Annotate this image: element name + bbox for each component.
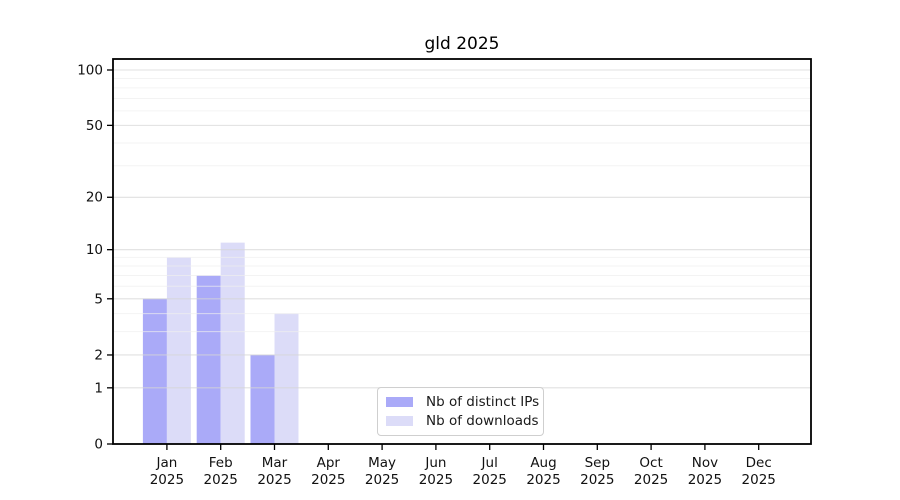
bar-nb-of-distinct-ips-mar-2025 xyxy=(250,354,275,444)
bar-nb-of-downloads-feb-2025 xyxy=(220,242,245,444)
bar-nb-of-distinct-ips-jan-2025 xyxy=(142,298,167,444)
y-tick-label-10: 10 xyxy=(86,242,103,258)
bar-nb-of-distinct-ips-feb-2025 xyxy=(196,275,221,444)
x-tick-label-feb-2025: Feb 2025 xyxy=(204,455,238,488)
chart-title: gld 2025 xyxy=(424,34,500,54)
y-tick-label-5: 5 xyxy=(94,291,103,307)
legend-label-distinct-ips: Nb of distinct IPs xyxy=(426,394,540,411)
legend-item-downloads: Nb of downloads xyxy=(386,412,539,430)
x-tick-label-jul-2025: Jul 2025 xyxy=(473,455,507,488)
x-tick-label-jun-2025: Jun 2025 xyxy=(419,455,453,488)
x-tick-label-may-2025: May 2025 xyxy=(365,455,399,488)
x-tick-label-aug-2025: Aug 2025 xyxy=(526,455,560,488)
legend-item-distinct-ips: Nb of distinct IPs xyxy=(386,393,539,411)
x-tick-label-apr-2025: Apr 2025 xyxy=(311,455,345,488)
x-tick-label-mar-2025: Mar 2025 xyxy=(257,455,291,488)
legend-swatch-distinct-ips-icon xyxy=(386,397,413,408)
legend-swatch-downloads-icon xyxy=(386,415,413,426)
x-tick-label-sep-2025: Sep 2025 xyxy=(580,455,614,488)
y-tick-label-0: 0 xyxy=(94,436,103,452)
y-tick-label-1: 1 xyxy=(94,380,103,396)
x-tick-label-nov-2025: Nov 2025 xyxy=(688,455,722,488)
bar-nb-of-downloads-mar-2025 xyxy=(274,313,299,444)
y-tick-label-100: 100 xyxy=(77,62,103,78)
y-tick-label-20: 20 xyxy=(86,190,103,206)
plot-border xyxy=(112,58,812,445)
x-tick-label-jan-2025: Jan 2025 xyxy=(150,455,184,488)
y-tick-label-2: 2 xyxy=(94,347,103,363)
x-tick-label-dec-2025: Dec 2025 xyxy=(742,455,776,488)
y-tick-label-50: 50 xyxy=(86,118,103,134)
bar-nb-of-downloads-jan-2025 xyxy=(166,257,191,444)
x-tick-label-oct-2025: Oct 2025 xyxy=(634,455,668,488)
legend: Nb of distinct IPs Nb of downloads xyxy=(377,387,544,436)
legend-label-downloads: Nb of downloads xyxy=(426,412,539,429)
